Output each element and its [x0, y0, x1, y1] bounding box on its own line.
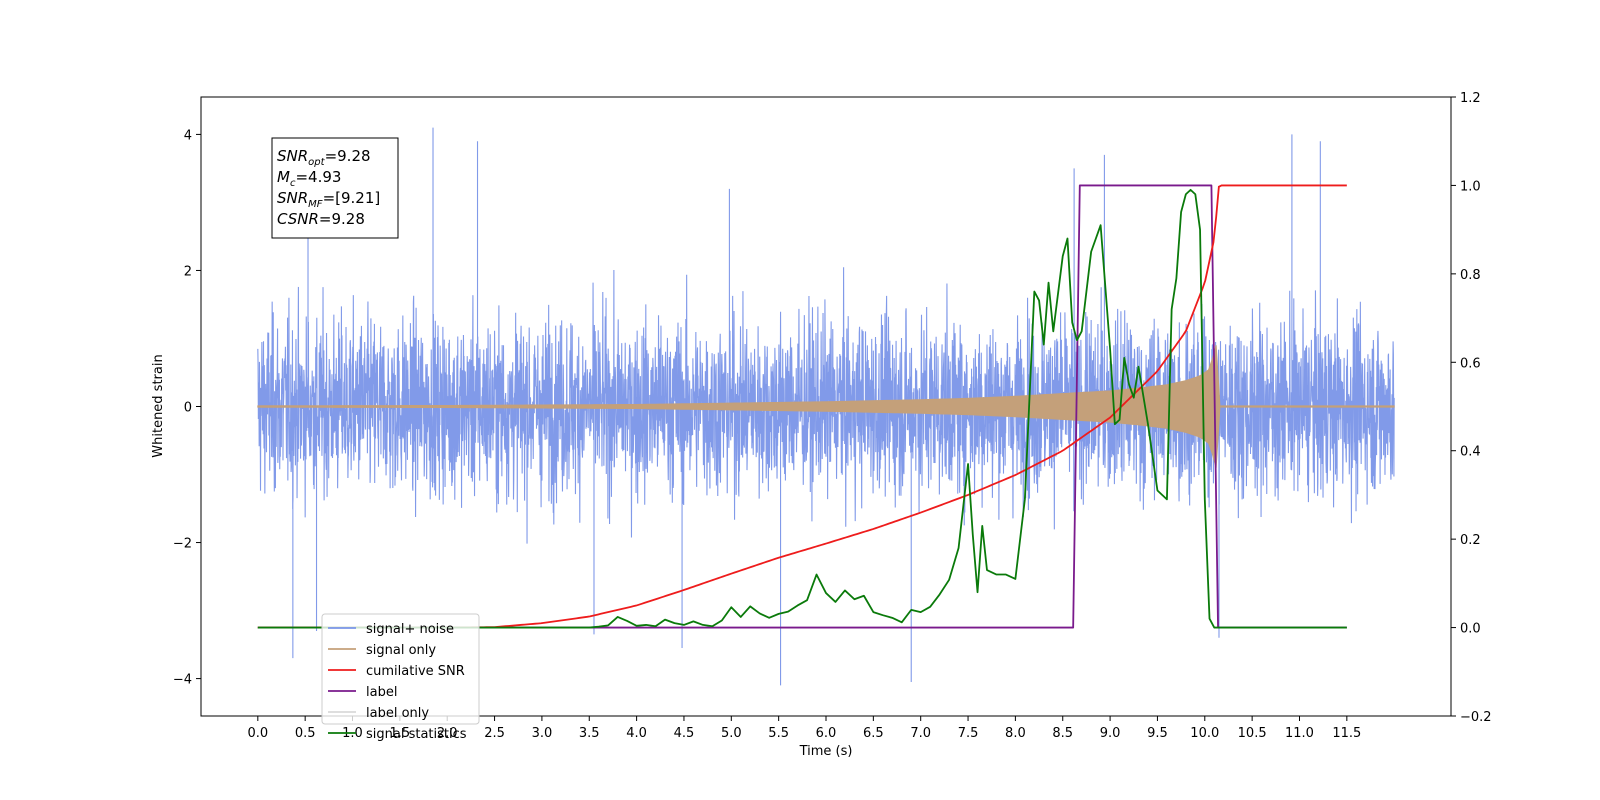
x-tick-label: 8.0 — [1005, 726, 1026, 741]
x-tick-label: 2.5 — [484, 726, 505, 741]
x-axis-title: Time (s) — [799, 744, 853, 759]
x-tick-label: 1.5 — [390, 726, 411, 741]
x-tick-label: 3.0 — [532, 726, 553, 741]
y-tick-label: −4 — [173, 673, 192, 688]
y-axis-title: Whitened strain — [151, 354, 166, 457]
x-tick-label: 4.5 — [674, 726, 695, 741]
annotation-line: CSNR=9.28 — [277, 210, 365, 228]
x-tick-label: 10.5 — [1238, 726, 1267, 741]
y-right-tick-label: 0.6 — [1460, 356, 1481, 371]
x-tick-label: 6.5 — [863, 726, 884, 741]
x-tick-label: 4.0 — [626, 726, 647, 741]
legend-entry: signal+ noise — [366, 622, 454, 637]
y-right-tick-label: −0.2 — [1460, 710, 1492, 725]
x-tick-label: 0.0 — [247, 726, 268, 741]
legend-entry: signal only — [366, 643, 436, 658]
y-tick-label: 2 — [184, 264, 192, 279]
legend-entry: signal statistics — [366, 727, 467, 742]
series-signal-statistics — [257, 188, 1347, 629]
x-tick-label: 9.5 — [1147, 726, 1168, 741]
x-tick-label: 7.5 — [958, 726, 979, 741]
x-tick-label: 11.0 — [1285, 726, 1314, 741]
x-tick-label: 9.0 — [1100, 726, 1121, 741]
annotation-line: SNRMF=[9.21] — [277, 189, 380, 210]
x-tick-label: 2.0 — [437, 726, 458, 741]
x-tick-label: 5.5 — [768, 726, 789, 741]
y-right-tick-label: 0.4 — [1460, 445, 1481, 460]
y-right-tick-label: 0.0 — [1460, 622, 1481, 637]
x-tick-label: 10.0 — [1190, 726, 1219, 741]
x-tick-label: 6.0 — [816, 726, 837, 741]
x-tick-label: 7.0 — [910, 726, 931, 741]
y-tick-label: −2 — [173, 537, 192, 552]
legend-entry: label — [366, 685, 397, 700]
x-tick-label: 11.5 — [1332, 726, 1361, 741]
x-tick-label: 8.5 — [1052, 726, 1073, 741]
legend: signal+ noise signal only cumilative SNR la… — [321, 613, 480, 742]
y-right-tick-label: 1.0 — [1460, 179, 1481, 194]
y-right-tick-label: 0.2 — [1460, 533, 1481, 548]
legend-entry: label only — [366, 706, 429, 721]
x-tick-label: 5.0 — [721, 726, 742, 741]
y-right-tick-label: 0.8 — [1460, 268, 1481, 283]
annotation-line: SNRopt=9.28 — [277, 147, 371, 168]
series-signal-only — [257, 345, 1395, 468]
annotation-frame — [271, 137, 399, 239]
y-right-tick-label: 1.2 — [1460, 91, 1481, 106]
annotation-line: Mc=4.93 — [277, 168, 341, 189]
x-tick-label: 3.5 — [579, 726, 600, 741]
legend-entry: cumilative SNR — [366, 664, 465, 679]
axes: 0.0 0.5 1.0 1.5 2.0 2.5 3.0 3.5 4.0 4.5 5.0 5.5 6.0 6… — [173, 91, 1492, 741]
legend-frame — [321, 613, 480, 725]
y-tick-label: 4 — [184, 128, 192, 143]
y-tick-label: 0 — [184, 401, 192, 416]
x-tick-label: 0.5 — [295, 726, 316, 741]
